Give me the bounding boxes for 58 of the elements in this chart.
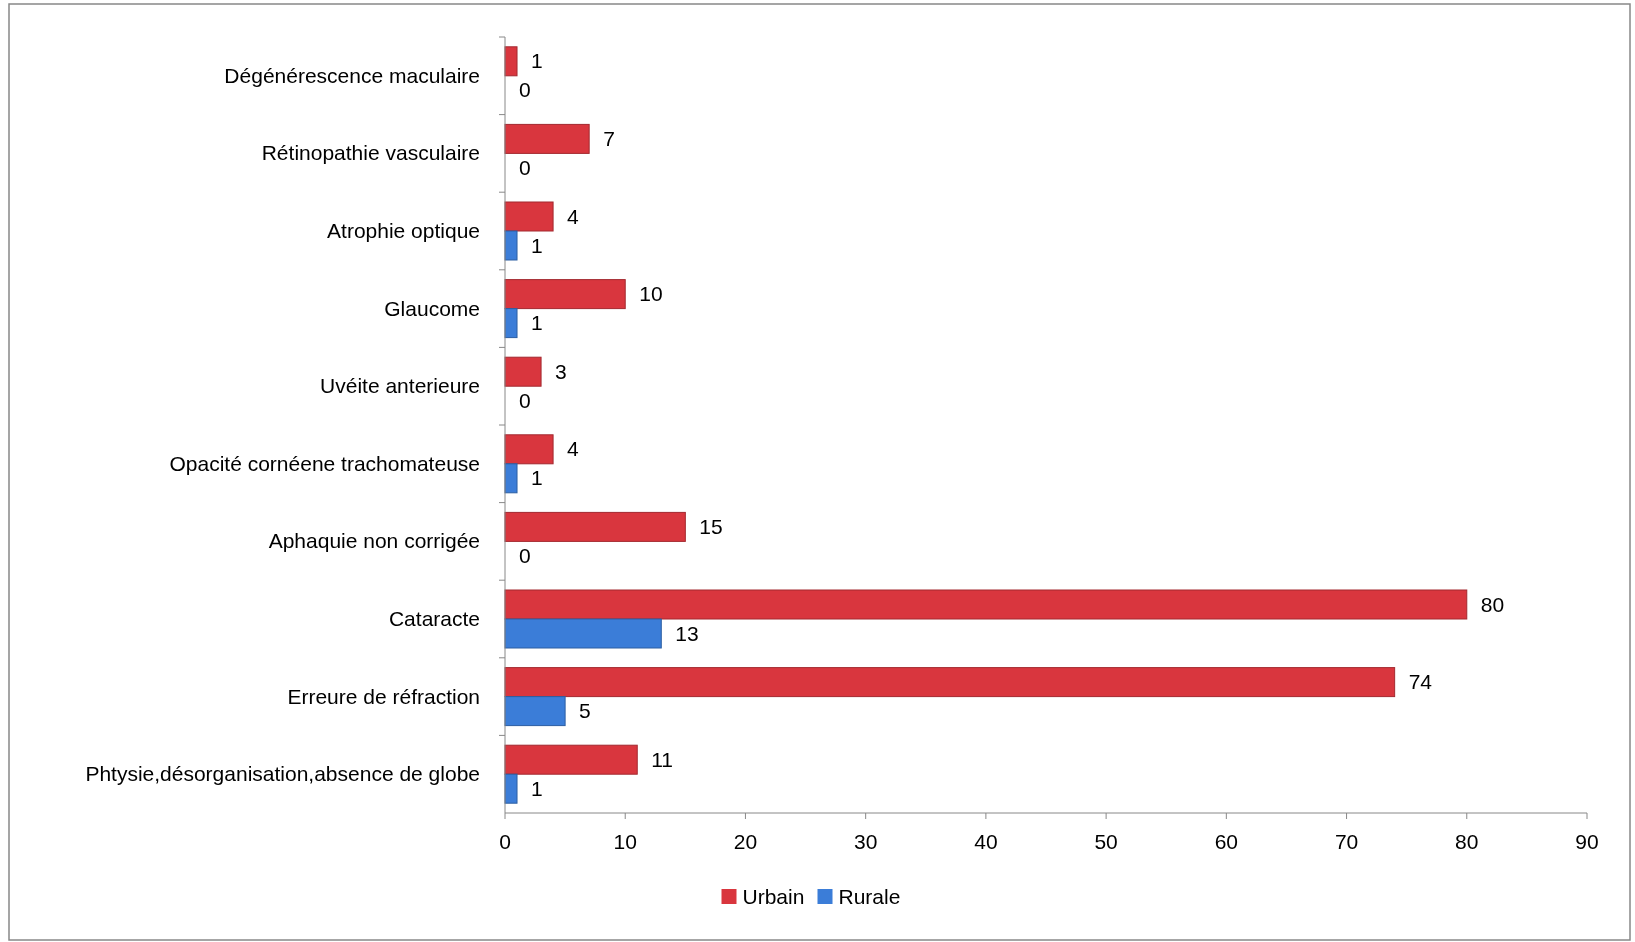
- y-tick-label: Phtysie,désorganisation,absence de globe: [85, 762, 480, 786]
- bar: [504, 308, 518, 339]
- x-tick-label: 70: [1334, 830, 1359, 853]
- bar: [504, 744, 638, 775]
- data-label: 11: [651, 747, 674, 771]
- x-tick-label: 40: [974, 830, 998, 853]
- data-label: 0: [519, 388, 531, 412]
- x-tick-label: 0: [499, 830, 511, 853]
- data-label: 10: [639, 282, 663, 306]
- bar: [504, 463, 518, 494]
- bar: [504, 667, 1396, 698]
- data-label: 74: [1408, 670, 1433, 694]
- data-label: 5: [579, 699, 591, 723]
- data-label: 15: [699, 514, 723, 538]
- data-label: 4: [567, 204, 580, 228]
- y-tick-label: Opacité cornéene trachomateuse: [169, 451, 480, 475]
- x-tick-label: 60: [1214, 830, 1239, 853]
- y-tick-label: Erreure de réfraction: [287, 684, 480, 708]
- data-label: 1: [531, 233, 543, 257]
- x-tick-label: 90: [1575, 830, 1599, 853]
- bar: [504, 356, 542, 387]
- bar: [504, 230, 518, 261]
- bar: [504, 773, 518, 804]
- y-tick-label: Glaucome: [384, 296, 480, 320]
- data-label: 3: [555, 359, 567, 383]
- x-tick-label: 50: [1094, 830, 1118, 853]
- bar: [504, 434, 554, 465]
- y-tick-label: Aphaquie non corrigée: [268, 529, 480, 553]
- bar: [504, 46, 518, 77]
- legend-label: Rurale: [838, 885, 901, 908]
- data-label: 7: [603, 126, 615, 150]
- data-label: 1: [531, 776, 543, 800]
- legend-label: Urbain: [742, 885, 805, 908]
- data-label: 0: [519, 543, 531, 567]
- y-tick-label: Dégénérescence maculaire: [224, 63, 480, 87]
- x-tick-label: 20: [733, 830, 758, 853]
- bar: [504, 511, 686, 542]
- bar: [504, 279, 626, 310]
- data-label: 1: [531, 466, 543, 490]
- data-label: 0: [519, 78, 531, 102]
- x-tick-label: 30: [853, 830, 878, 853]
- bar: [504, 696, 566, 727]
- x-tick-label: 80: [1455, 830, 1479, 853]
- bar: [504, 589, 1468, 620]
- bar: [504, 123, 590, 154]
- y-tick-label: Cataracte: [388, 607, 480, 630]
- y-tick-label: Atrophie optique: [327, 219, 480, 242]
- x-tick-label: 10: [613, 830, 637, 853]
- bar: [504, 618, 662, 649]
- bar: [504, 201, 554, 232]
- data-label: 13: [675, 621, 699, 645]
- data-label: 1: [531, 311, 543, 335]
- data-label: 0: [519, 155, 531, 179]
- y-tick-label: Uvéite anterieure: [320, 374, 480, 398]
- data-label: 80: [1480, 592, 1505, 616]
- data-label: 4: [567, 437, 580, 461]
- y-tick-label: Rétinopathie vasculaire: [261, 141, 480, 165]
- data-label: 1: [531, 49, 543, 73]
